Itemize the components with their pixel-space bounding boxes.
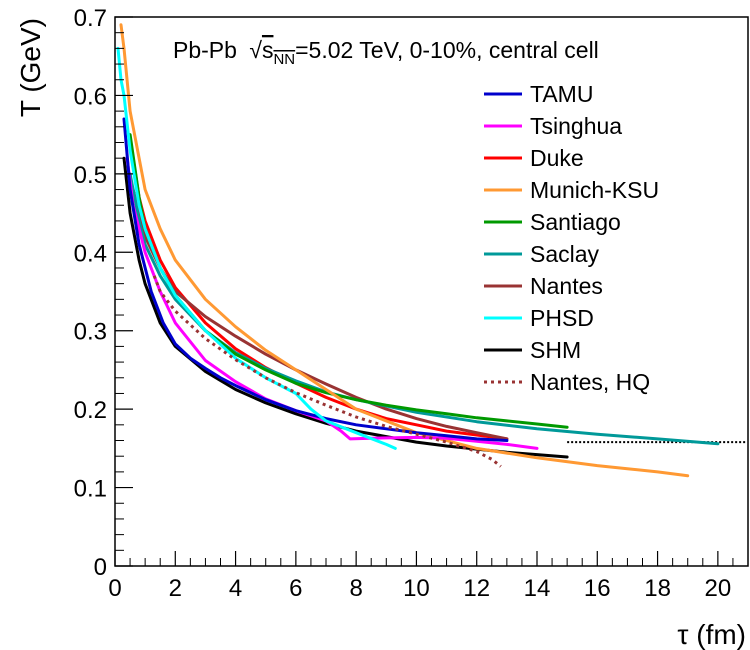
x-tick-label: 2 [169, 575, 182, 602]
y-tick-label: 0.4 [74, 240, 107, 267]
x-tick-label: 20 [705, 575, 732, 602]
y-tick-label: 0.7 [74, 5, 107, 32]
plot-frame [114, 16, 749, 567]
y-tick-label: 0 [94, 554, 107, 581]
title-s: s [262, 37, 274, 63]
x-tick-label: 18 [644, 575, 671, 602]
y-tick-label: 0.2 [74, 397, 107, 424]
x-tick-label: 10 [403, 575, 430, 602]
series-line [116, 46, 397, 450]
legend-label: TAMU [530, 81, 593, 107]
legend-label: Duke [530, 145, 584, 171]
series-line [128, 133, 569, 429]
series-line [131, 156, 509, 441]
y-tick-label: 0.6 [74, 83, 107, 110]
x-tick-label: 0 [108, 575, 121, 602]
y-axis-ticks: 0 0.1 0.2 0.3 0.4 0.5 0.6 0.7 [74, 5, 133, 581]
x-axis-label: τ (fm) [677, 619, 746, 650]
x-tick-label: 12 [463, 575, 490, 602]
y-tick-label: 0.1 [74, 476, 107, 503]
x-tick-label: 14 [524, 575, 551, 602]
legend-label: Santiago [530, 209, 621, 235]
x-axis-ticks: 0 2 4 6 8 10 12 14 16 18 20 [108, 551, 734, 602]
legend-label: Saclay [530, 241, 600, 267]
title-rest: =5.02 TeV, 0-10%, central cell [295, 37, 599, 63]
x-tick-label: 8 [349, 575, 362, 602]
series-curves [116, 23, 746, 478]
x-tick-label: 16 [584, 575, 611, 602]
title-sub: NN [273, 51, 295, 68]
legend-label: Munich-KSU [530, 177, 659, 203]
y-tick-label: 0.3 [74, 319, 107, 346]
title-system: Pb-Pb [173, 37, 237, 63]
legend-label: SHM [530, 337, 581, 363]
series-line [119, 23, 690, 478]
legend-label: Tsinghua [530, 113, 622, 139]
legend-label: PHSD [530, 305, 594, 331]
chart-title: Pb-Pb √sNN=5.02 TeV, 0-10%, central cell [173, 37, 599, 68]
sqrt-symbol: √ [249, 37, 262, 63]
legend-label: Nantes [530, 273, 603, 299]
legend: TAMU Tsinghua Duke Munich-KSU Santiago Saclay… [484, 81, 659, 395]
x-tick-label: 6 [289, 575, 302, 602]
y-axis-label: T (GeV) [15, 18, 46, 117]
series-line [128, 172, 720, 446]
y-tick-label: 0.5 [74, 162, 107, 189]
x-tick-label: 4 [229, 575, 242, 602]
legend-label: Nantes, HQ [530, 369, 650, 395]
